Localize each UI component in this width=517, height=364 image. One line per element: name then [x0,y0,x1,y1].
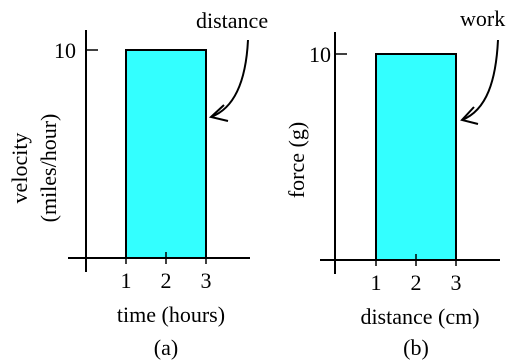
panel-b-area-rect [375,53,457,261]
panel-b-y-axis-label: force (g) [284,122,309,198]
panel-a-annotation-label: distance [196,8,268,33]
panel-a-caption: (a) [154,335,178,360]
panel-a-x-axis-label: time (hours) [117,302,225,327]
panel-b-x-tick-label-3: 3 [451,270,462,295]
panel-b: 10 1 2 3 distance (cm) force (g) work (b… [284,6,505,360]
panel-a-annotation-arrowhead [208,104,229,122]
panel-a-area-rect [125,49,207,259]
panel-b-y-tick-label: 10 [309,42,331,67]
panel-a-annotation-arrow [210,39,249,118]
panel-a-x-tick-label-1: 1 [121,268,132,293]
panel-b-annotation-label: work [460,6,505,31]
panel-a-y-axis-label-line-2: (miles/hour) [36,114,61,223]
panel-b-annotation-arrowhead [460,106,479,125]
panel-a-y-axis-label-line-1: velocity [7,133,32,204]
panel-b-x-tick-label-2: 2 [411,270,422,295]
panel-a-x-tick-label-3: 3 [201,268,212,293]
panel-b-x-axis-label: distance (cm) [360,304,479,329]
panel-a-x-tick-label-2: 2 [161,268,172,293]
panel-b-x-tick-label-1: 1 [371,270,382,295]
panel-b-caption: (b) [403,335,429,360]
panel-a: 10 1 2 3 time (hours) velocity (miles/ho… [7,8,268,360]
panel-a-y-tick-label: 10 [54,38,76,63]
panel-b-annotation-arrow [461,39,499,121]
